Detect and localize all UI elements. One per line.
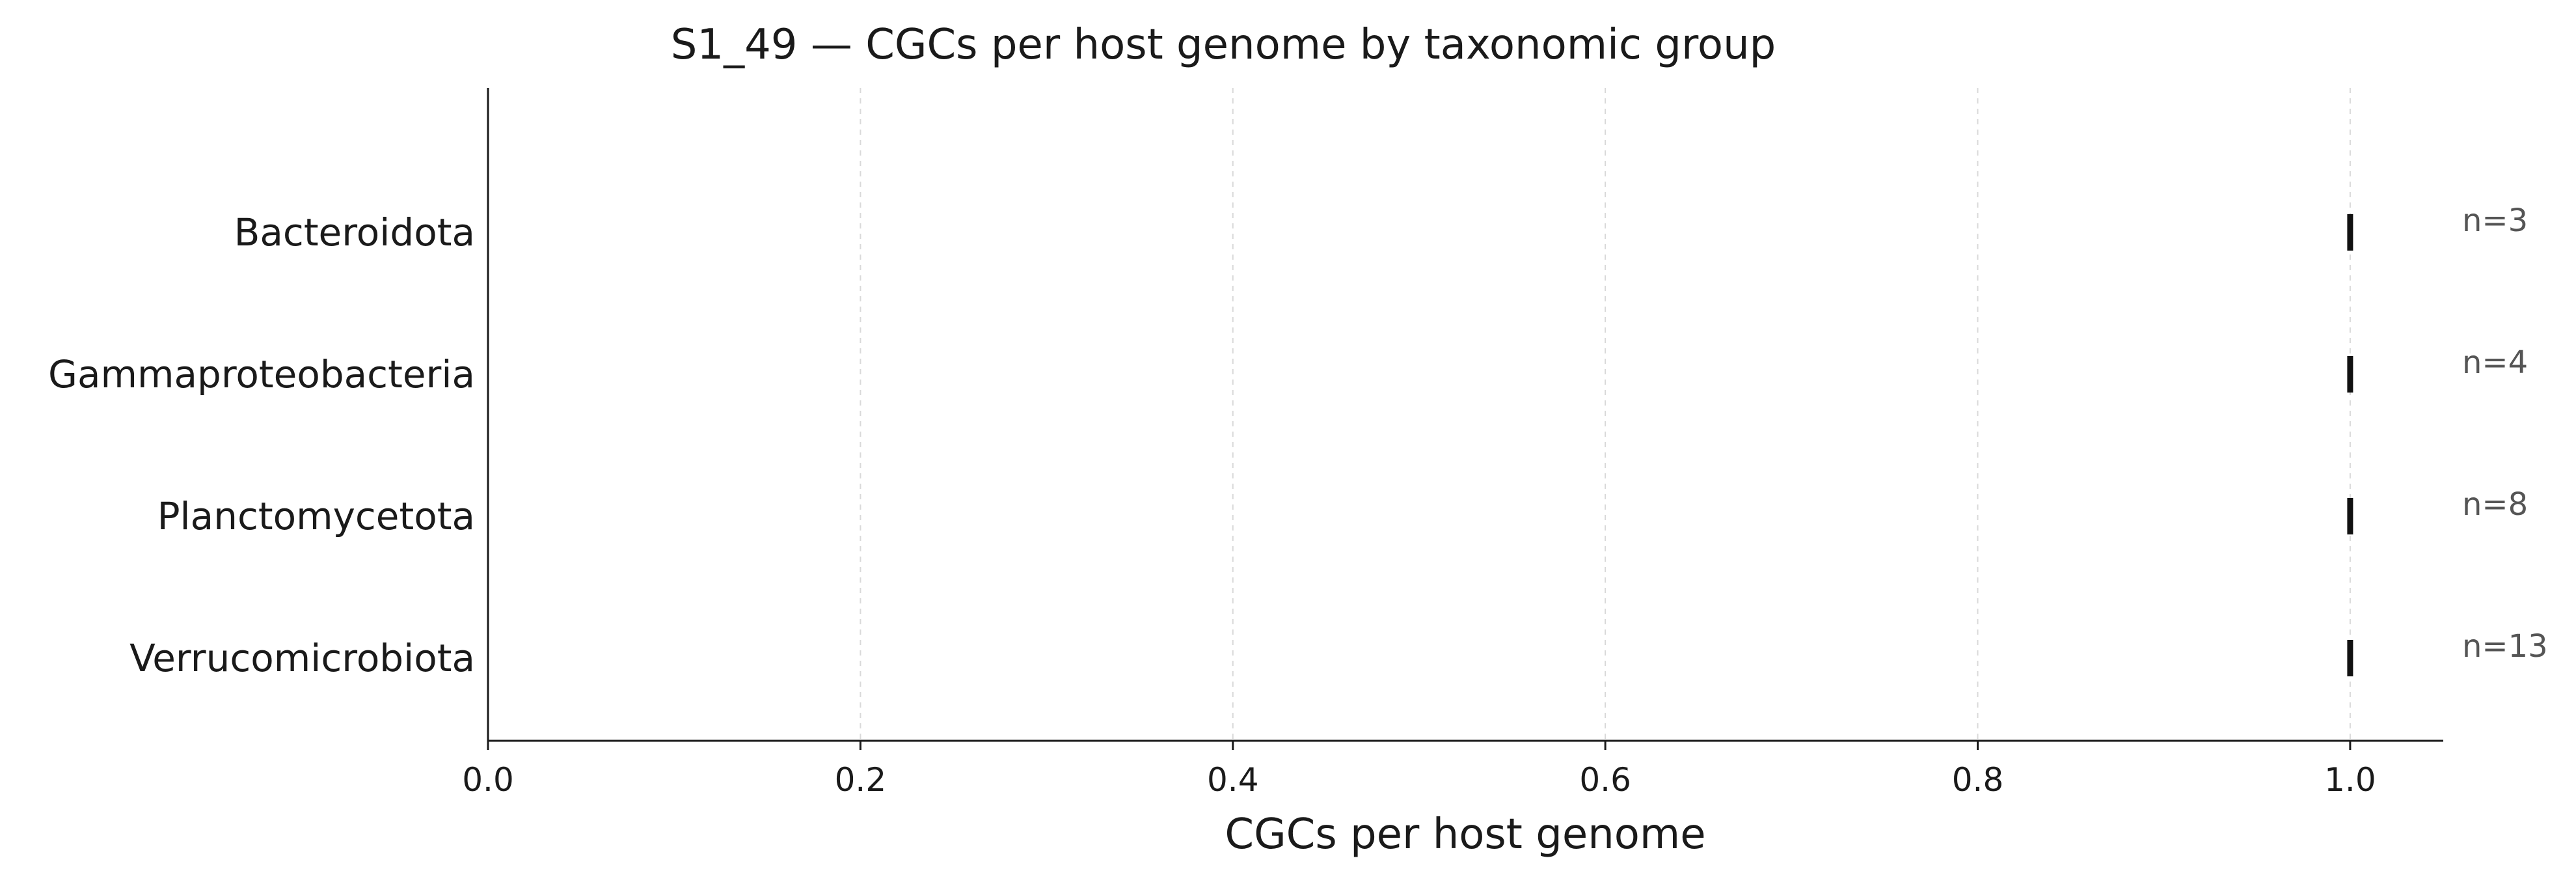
- x-tick-label: 1.0: [2324, 761, 2376, 799]
- category-label: Bacteroidota: [234, 210, 475, 255]
- x-tick-label: 0.8: [1952, 761, 2004, 799]
- count-label: n=3: [2462, 202, 2528, 239]
- category-label: Planctomycetota: [157, 494, 475, 538]
- x-tick-label: 0.4: [1207, 761, 1259, 799]
- x-ticks: 0.0 0.2 0.4 0.6 0.8 1.0: [462, 741, 2376, 799]
- count-label: n=13: [2462, 628, 2548, 665]
- count-label: n=8: [2462, 486, 2528, 523]
- x-tick-label: 0.2: [835, 761, 887, 799]
- x-axis-label: CGCs per host genome: [1225, 810, 1705, 859]
- category-label: Verrucomicrobiota: [129, 636, 475, 680]
- count-label: n=4: [2462, 344, 2528, 381]
- chart-title: S1_49 — CGCs per host genome by taxonomi…: [671, 21, 1776, 69]
- grid-layer: [860, 88, 2351, 741]
- x-tick-label: 0.0: [462, 761, 514, 799]
- category-labels: Bacteroidota Gammaproteobacteria Planctomy…: [48, 210, 475, 680]
- x-tick-label: 0.6: [1579, 761, 1631, 799]
- category-label: Gammaproteobacteria: [48, 352, 475, 396]
- count-labels: n=3 n=4 n=8 n=13: [2462, 202, 2548, 665]
